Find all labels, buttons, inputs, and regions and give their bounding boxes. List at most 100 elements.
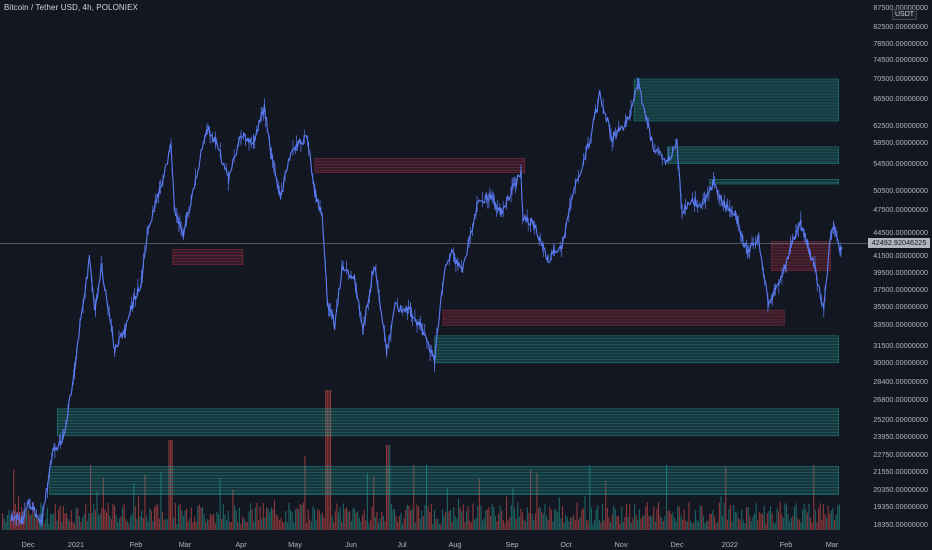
volume-bar: [534, 513, 536, 530]
volume-bar: [270, 507, 272, 530]
volume-bar: [245, 521, 247, 530]
volume-bar: [149, 507, 151, 530]
volume-bar: [109, 515, 111, 530]
volume-bar: [286, 522, 288, 530]
volume-bar: [26, 510, 28, 530]
price-axis-tick: 18350.00000000: [873, 520, 928, 529]
volume-bar: [581, 509, 583, 530]
volume-bar: [750, 521, 752, 530]
volume-bar: [238, 507, 240, 530]
volume-bar: [98, 515, 100, 530]
volume-bar: [45, 519, 47, 530]
volume-bar: [738, 518, 740, 530]
volume-bar: [216, 511, 218, 530]
volume-bar: [141, 510, 143, 530]
volume-bar: [656, 508, 658, 530]
volume-bar: [525, 521, 527, 530]
volume-bar: [752, 516, 754, 530]
price-axis-tick: 41500.00000000: [873, 251, 928, 260]
volume-bar: [400, 512, 402, 530]
volume-bar: [349, 511, 351, 530]
volume-bar: [170, 440, 172, 530]
volume-bar: [174, 502, 176, 530]
volume-bar: [53, 513, 55, 530]
volume-bar: [3, 518, 5, 530]
volume-bar: [299, 504, 301, 530]
volume-bar: [696, 520, 698, 530]
volume-bar: [414, 522, 416, 530]
volume-bar: [34, 513, 36, 530]
volume-bar: [269, 511, 271, 530]
volume-bar: [150, 510, 152, 530]
volume-bar: [91, 513, 93, 530]
volume-bar: [283, 522, 285, 530]
volume-bar: [354, 508, 356, 530]
volume-bar: [406, 504, 408, 530]
volume-bar: [542, 514, 544, 530]
price-axis-tick: 58500.00000000: [873, 138, 928, 147]
volume-bar: [70, 510, 72, 530]
volume-bar: [819, 503, 821, 530]
volume-bar: [131, 513, 133, 530]
volume-bar: [187, 521, 189, 530]
volume-bar: [181, 510, 183, 530]
volume-bar: [557, 512, 559, 530]
volume-bar: [229, 522, 231, 530]
volume-bar: [438, 523, 440, 530]
volume-bar: [85, 504, 87, 530]
volume-bar: [248, 511, 250, 530]
volume-bar: [75, 507, 77, 530]
volume-bar: [736, 512, 738, 530]
volume-bar: [5, 522, 7, 530]
volume-bar: [496, 521, 498, 530]
volume-bar: [613, 505, 615, 530]
volume-bar: [74, 523, 76, 530]
volume-bar: [632, 518, 634, 530]
volume-bar: [205, 521, 207, 530]
volume-bar: [448, 511, 450, 530]
volume-bar: [112, 504, 114, 530]
volume-bar: [758, 512, 760, 530]
volume-bar: [531, 513, 533, 530]
volume-bar: [539, 507, 541, 530]
volume-bar: [462, 504, 464, 530]
volume-bar: [56, 520, 58, 530]
volume-bar: [472, 503, 474, 530]
volume-bar: [322, 512, 324, 530]
volume-bar: [648, 516, 650, 530]
volume-bar: [811, 522, 813, 530]
volume-bar: [746, 506, 748, 530]
volume-bar: [680, 515, 682, 530]
volume-bar: [326, 390, 328, 530]
volume-bar: [405, 509, 407, 530]
price-axis-tick: 23950.00000000: [873, 432, 928, 441]
volume-bar: [480, 505, 482, 530]
volume-bar: [451, 521, 453, 530]
time-axis-tick: 2022: [721, 540, 739, 549]
volume-bar: [485, 510, 487, 530]
price-axis-tick: 35500.00000000: [873, 302, 928, 311]
volume-bar: [547, 520, 549, 530]
price-axis-tick: 50500.00000000: [873, 186, 928, 195]
volume-bar: [768, 510, 770, 530]
volume-bar: [133, 483, 135, 530]
volume-bar: [139, 516, 141, 530]
time-axis-tick: Mar: [178, 540, 192, 549]
currency-unit-badge[interactable]: USDT: [892, 9, 918, 20]
price-axis-tick: 28400.00000000: [873, 377, 928, 386]
volume-bar: [168, 440, 170, 530]
volume-bar: [507, 520, 509, 530]
volume-bar: [573, 514, 575, 530]
volume-bar: [258, 520, 260, 530]
volume-bar: [654, 521, 656, 530]
volume-bar: [538, 508, 540, 530]
volume-bar: [218, 514, 220, 530]
volume-bar: [461, 511, 463, 530]
volume-bar: [829, 513, 831, 530]
volume-bar: [509, 517, 511, 530]
volume-bar: [59, 505, 61, 530]
volume-bar: [725, 467, 727, 530]
volume-bar: [486, 509, 488, 530]
